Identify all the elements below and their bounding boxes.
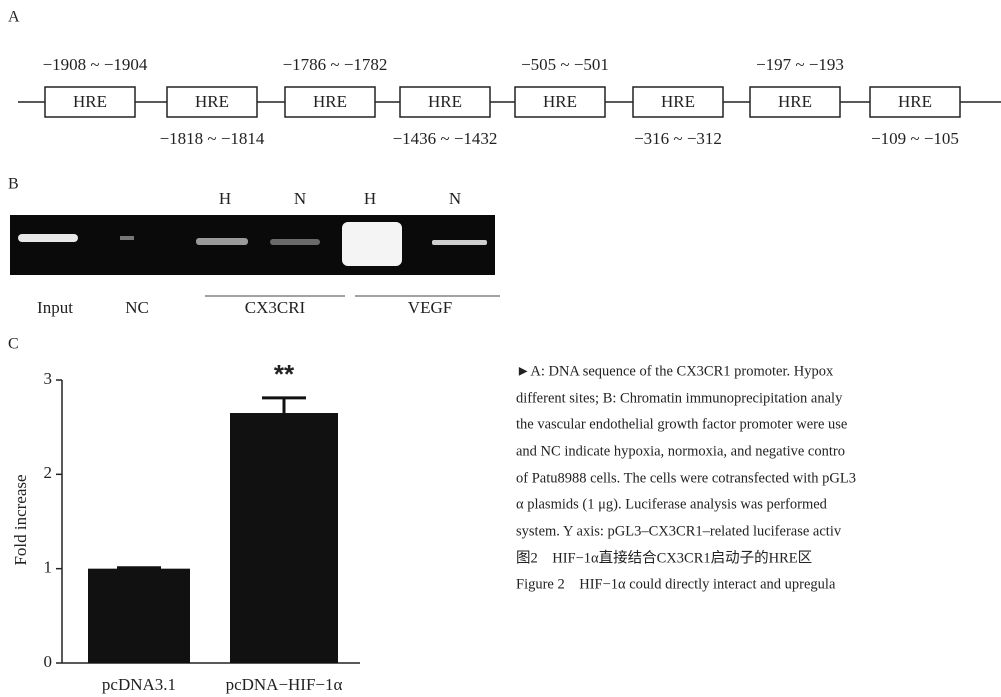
hre-label: HRE bbox=[898, 92, 932, 111]
caption-line: 图2 HIF−1α直接结合CX3CR1启动子的HRE区 bbox=[516, 549, 812, 566]
condition-label: H bbox=[364, 189, 376, 208]
hre-label: HRE bbox=[73, 92, 107, 111]
lane-label: NC bbox=[125, 298, 149, 317]
gel bbox=[10, 215, 495, 275]
hre-label: HRE bbox=[778, 92, 812, 111]
bar bbox=[88, 569, 190, 663]
error-bar bbox=[117, 568, 161, 569]
x-tick-label: pcDNA−HIF−1α bbox=[226, 675, 343, 694]
caption-line: α plasmids (1 μg). Luciferase analysis w… bbox=[516, 496, 828, 512]
gel-band bbox=[342, 222, 402, 266]
y-tick-label: 1 bbox=[44, 558, 53, 577]
panel-label: A bbox=[8, 9, 20, 26]
hre-label: HRE bbox=[313, 92, 347, 111]
lane-label: CX3CRI bbox=[245, 298, 306, 317]
significance: ** bbox=[274, 359, 295, 389]
site-position: −1786 ~ −1782 bbox=[283, 55, 388, 74]
hre-label: HRE bbox=[195, 92, 229, 111]
site-position: −1818 ~ −1814 bbox=[160, 129, 265, 148]
condition-label: N bbox=[449, 189, 461, 208]
figure: A B C Fold increase HRE −1908 ~ −1904 HRE −… bbox=[0, 0, 1001, 697]
caption-line: different sites; B: Chromatin immunoprec… bbox=[516, 390, 843, 406]
site-position: −197 ~ −193 bbox=[756, 55, 844, 74]
y-tick-label: 2 bbox=[44, 463, 53, 482]
site-position: −109 ~ −105 bbox=[871, 129, 959, 148]
hre-label: HRE bbox=[661, 92, 695, 111]
caption-line: Figure 2 HIF−1α could directly interact … bbox=[516, 576, 836, 592]
gel-band bbox=[196, 238, 248, 245]
gel-band bbox=[432, 240, 487, 245]
gel-band bbox=[120, 236, 134, 240]
bar bbox=[230, 413, 338, 663]
y-axis-label: Fold increase bbox=[11, 474, 30, 565]
site-position: −1908 ~ −1904 bbox=[43, 55, 148, 74]
panel-label: B bbox=[8, 176, 19, 193]
site-position: −316 ~ −312 bbox=[634, 129, 722, 148]
condition-label: H bbox=[219, 189, 231, 208]
hre-label: HRE bbox=[543, 92, 577, 111]
caption-line: system. Y axis: pGL3–CX3CR1–related luci… bbox=[516, 523, 842, 539]
error-bar bbox=[262, 398, 306, 413]
lane-label: Input bbox=[37, 298, 73, 317]
panel-label: C bbox=[8, 336, 19, 353]
site-position: −1436 ~ −1432 bbox=[393, 129, 498, 148]
site-position: −505 ~ −501 bbox=[521, 55, 609, 74]
caption-line: ►A: DNA sequence of the CX3CR1 promoter.… bbox=[516, 363, 834, 379]
lane-label: VEGF bbox=[408, 298, 452, 317]
y-tick-label: 0 bbox=[44, 652, 53, 671]
y-tick-label: 3 bbox=[44, 369, 53, 388]
caption-line: of Patu8988 cells. The cells were cotran… bbox=[516, 470, 856, 486]
x-tick-label: pcDNA3.1 bbox=[102, 675, 176, 694]
gel-band bbox=[270, 239, 320, 245]
caption-line: the vascular endothelial growth factor p… bbox=[516, 416, 847, 432]
hre-label: HRE bbox=[428, 92, 462, 111]
gel-band bbox=[18, 234, 78, 242]
caption-line: and NC indicate hypoxia, normoxia, and n… bbox=[516, 443, 845, 459]
condition-label: N bbox=[294, 189, 306, 208]
